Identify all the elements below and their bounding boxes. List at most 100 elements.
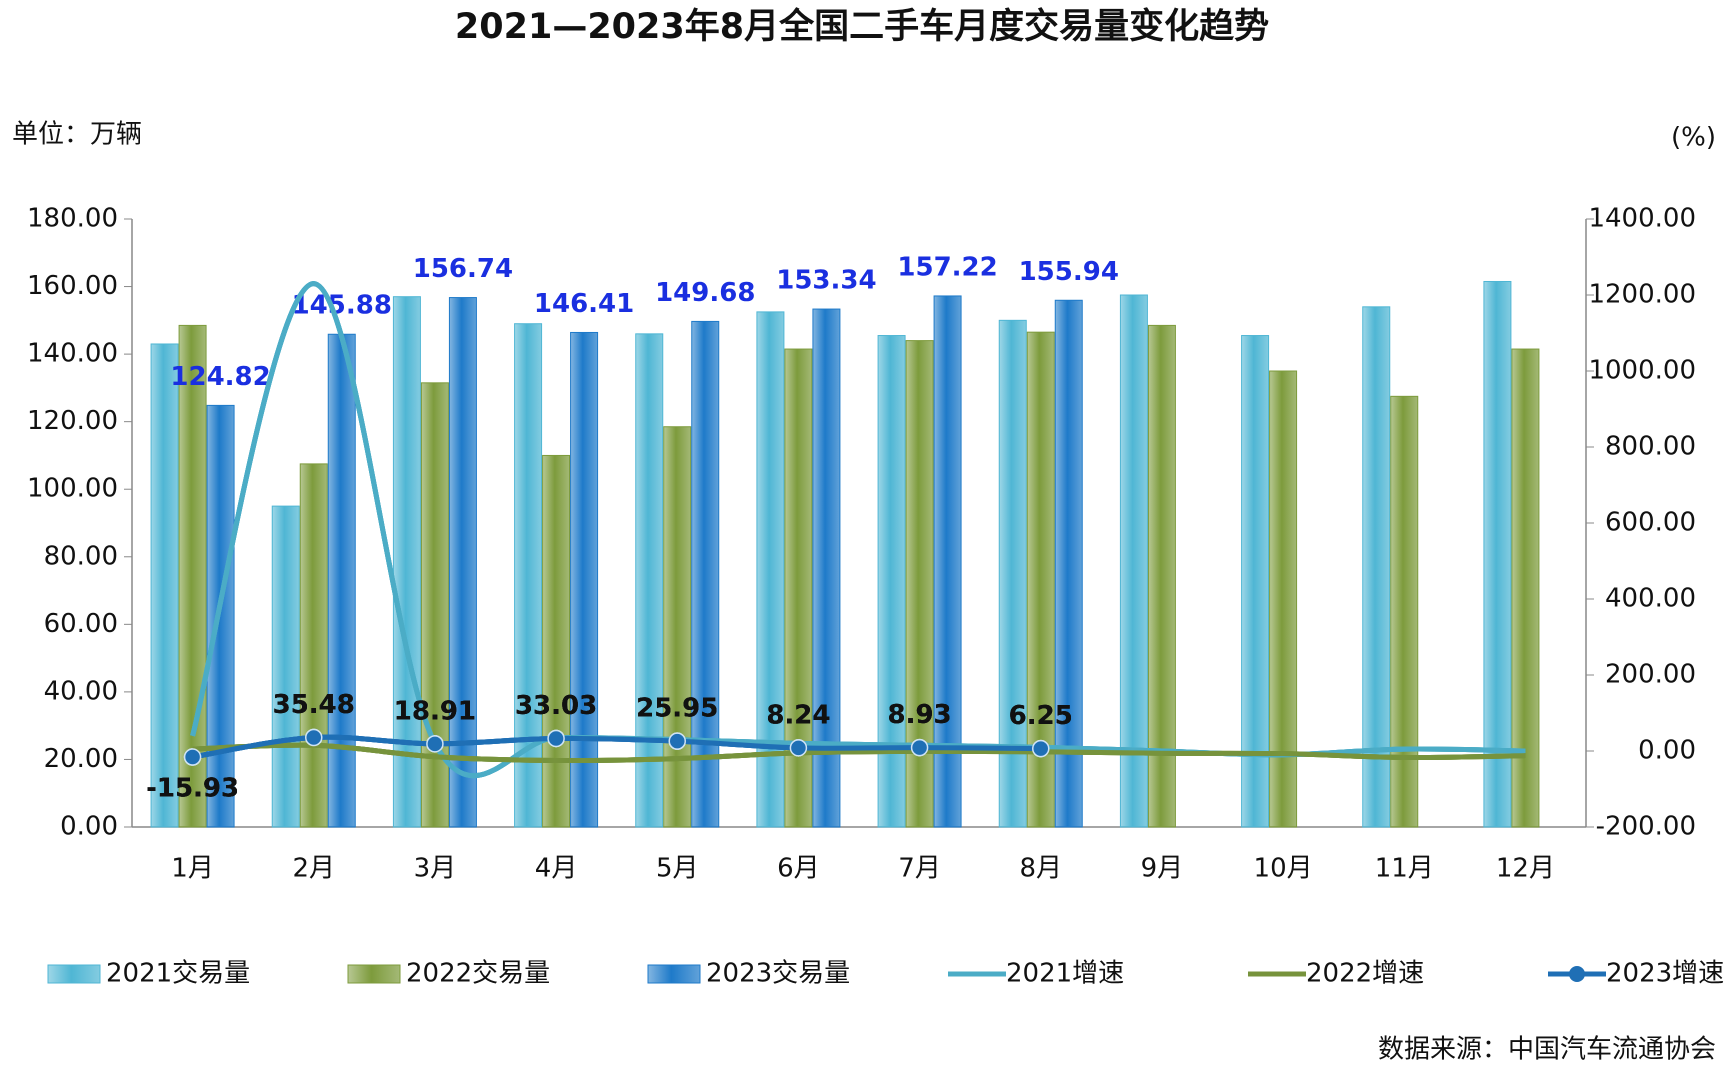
- source-note: 数据来源：中国汽车流通协会: [1378, 1035, 1716, 1065]
- bar: [1483, 280, 1512, 828]
- value-label: 8.24: [766, 700, 830, 730]
- bar: [1119, 294, 1148, 828]
- marker: [668, 732, 686, 750]
- bar: [420, 382, 449, 828]
- bar: [570, 331, 599, 828]
- y2-tick-label: 800.00: [1605, 432, 1696, 462]
- y-tick-label: 100.00: [27, 474, 118, 504]
- marker: [183, 748, 202, 766]
- y2-tick-label: 1400.00: [1588, 204, 1696, 234]
- y-tick-label: 80.00: [44, 541, 118, 571]
- value-label: 145.88: [292, 291, 392, 321]
- value-label: -15.93: [146, 774, 239, 804]
- bar: [1241, 335, 1270, 828]
- bar: [812, 308, 841, 828]
- value-label: 25.95: [636, 694, 718, 724]
- bar: [635, 333, 664, 828]
- value-label: 124.82: [170, 362, 270, 392]
- x-tick-label: 7月: [898, 854, 941, 884]
- y-tick-label: 140.00: [27, 339, 118, 369]
- y2-tick-label: -200.00: [1596, 812, 1696, 842]
- value-label: 35.48: [273, 690, 355, 720]
- marker: [547, 729, 565, 748]
- x-tick-label: 10月: [1254, 854, 1313, 884]
- legend-label: 2023交易量: [706, 959, 850, 989]
- y2-tick-label: 1200.00: [1588, 280, 1696, 310]
- bar: [150, 343, 179, 828]
- marker: [910, 738, 929, 757]
- bar: [299, 463, 328, 828]
- value-label: 18.91: [394, 696, 476, 726]
- y2-tick-label: 600.00: [1605, 508, 1696, 538]
- value-label: 8.93: [888, 700, 952, 730]
- bar: [691, 320, 720, 828]
- bar: [663, 426, 692, 828]
- value-label: 153.34: [776, 266, 876, 296]
- value-label: 8.93: [888, 700, 952, 730]
- x-tick-label: 11月: [1375, 854, 1434, 884]
- bar: [1054, 299, 1083, 828]
- x-tick-label: 5月: [656, 854, 699, 884]
- value-label: 6.25: [1009, 701, 1073, 731]
- x-tick-label: 6月: [777, 854, 820, 884]
- marker: [1032, 739, 1050, 758]
- value-label: 8.24: [766, 700, 830, 730]
- line: [190, 281, 1526, 779]
- value-label: 25.95: [636, 694, 718, 724]
- y-tick-label: 160.00: [27, 271, 118, 301]
- bar: [1269, 370, 1298, 828]
- legend-marker: [1569, 966, 1585, 982]
- x-tick-label: 3月: [414, 854, 457, 884]
- value-label: 18.91: [394, 696, 476, 726]
- value-label: 35.48: [273, 690, 355, 720]
- bar: [998, 319, 1027, 828]
- value-label: 6.25: [1009, 701, 1073, 731]
- value-label: 18.91: [394, 696, 476, 726]
- legend-label: 2022增速: [1306, 959, 1424, 989]
- x-tick-label: 2月: [292, 854, 335, 884]
- value-label: 6.25: [1009, 701, 1073, 731]
- value-label: 155.94: [1019, 257, 1119, 287]
- y-tick-label: 60.00: [44, 609, 118, 639]
- bar: [1147, 324, 1176, 828]
- value-label: 33.03: [515, 691, 597, 721]
- y2-tick-label: 200.00: [1605, 660, 1696, 690]
- value-label: 8.93: [888, 700, 952, 730]
- bar: [448, 297, 477, 828]
- y-tick-label: 0.00: [60, 812, 118, 842]
- legend-swatch: [647, 964, 701, 984]
- bar: [1511, 348, 1540, 828]
- line: [190, 281, 1526, 779]
- bar: [1362, 306, 1391, 828]
- value-label: 146.41: [534, 289, 634, 319]
- y-tick-label: 40.00: [44, 676, 118, 706]
- value-label: -15.93: [146, 774, 239, 804]
- y2-tick-label: 400.00: [1605, 584, 1696, 614]
- y-tick-label: 20.00: [44, 744, 118, 774]
- bar: [271, 505, 300, 828]
- y-tick-label: 180.00: [27, 204, 118, 234]
- y2-tick-label: 1000.00: [1588, 356, 1696, 386]
- x-tick-label: 4月: [535, 854, 578, 884]
- bar: [933, 295, 962, 828]
- legend-label: 2023增速: [1606, 959, 1724, 989]
- x-tick-label: 8月: [1019, 854, 1062, 884]
- value-label: 33.03: [515, 691, 597, 721]
- chart-title: 2021—2023年8月全国二手车月度交易量变化趋势: [455, 6, 1269, 47]
- value-label: -15.93: [146, 774, 239, 804]
- marker: [426, 735, 444, 753]
- value-label: 8.24: [766, 700, 830, 730]
- marker: [789, 739, 808, 757]
- legend-swatch: [347, 964, 401, 984]
- value-label: 157.22: [897, 252, 997, 282]
- bar: [1390, 395, 1419, 828]
- value-label: 33.03: [515, 691, 597, 721]
- bar: [542, 454, 571, 828]
- bar: [327, 333, 356, 828]
- bar: [756, 311, 785, 828]
- legend-label: 2021增速: [1006, 959, 1124, 989]
- line: [192, 742, 1526, 764]
- x-tick-label: 1月: [171, 854, 214, 884]
- y2-tick-label: 0.00: [1638, 736, 1696, 766]
